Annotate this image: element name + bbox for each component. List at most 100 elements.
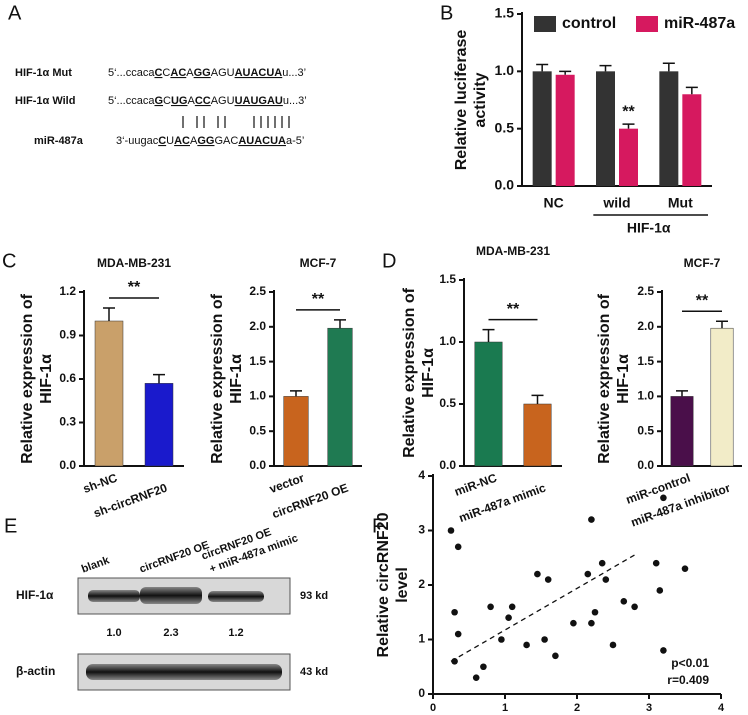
bar: [94, 320, 124, 467]
quantity: 2.3: [163, 627, 178, 639]
point: [480, 663, 487, 671]
y-tick-label: 0.5: [495, 119, 515, 135]
point: [570, 619, 577, 627]
quantity: 1.2: [228, 627, 243, 639]
sequence-segment: 3‘-uugac: [116, 135, 159, 147]
point: [544, 576, 552, 583]
y-tick-label: 1.0: [249, 389, 266, 403]
y-tick-label: 1.0: [637, 389, 654, 403]
row-label: miR-487a: [34, 135, 84, 147]
y-tick-label: 0.0: [59, 458, 76, 472]
bar: [532, 71, 552, 186]
error-bar: [536, 63, 549, 72]
row-label: HIF-1α: [16, 588, 54, 602]
point: [652, 559, 660, 567]
bar: [474, 341, 503, 467]
y-tick-label: 0.0: [249, 458, 266, 472]
sequence-segment: C: [158, 135, 166, 147]
y-tick-label: 2: [418, 577, 425, 591]
y-tick-label: 1.2: [59, 284, 76, 298]
y-axis-label: Relative expression of: [596, 293, 613, 464]
x-tick-label: sh-NC: [81, 471, 119, 496]
point: [541, 636, 548, 643]
y-tick-label: 2.0: [637, 319, 654, 333]
sequence: 5‘...ccacaGCUGACCAGUUAUGAUu...3’: [108, 95, 307, 107]
error-bar: [622, 123, 635, 129]
panel-label: A: [8, 2, 22, 24]
y-axis-label: HIF-1α: [228, 354, 245, 404]
y-axis-label: HIF-1α: [615, 354, 632, 404]
x-tick-label: Mut: [668, 195, 693, 211]
sequence-segment: G: [154, 95, 163, 107]
point: [454, 630, 462, 638]
chart-title: MCF-7: [684, 256, 721, 270]
point: [451, 658, 458, 665]
y-tick-label: 0.9: [59, 328, 76, 342]
sequence-segment: CC: [195, 95, 211, 107]
legend-swatch: [534, 16, 556, 32]
row-label: HIF-1α Wild: [15, 95, 75, 107]
sequence-segment: u...3’: [283, 95, 307, 107]
point: [472, 674, 480, 681]
error-bar: [676, 390, 688, 397]
error-bar: [685, 86, 698, 95]
y-tick-label: 0.5: [637, 423, 654, 437]
y-tick-label: 0.5: [249, 423, 266, 437]
y-tick-label: 2.5: [637, 284, 654, 298]
y-axis-label: HIF-1α: [420, 348, 437, 398]
point: [588, 516, 595, 523]
bar: [619, 128, 638, 186]
panel-label: E: [4, 515, 17, 537]
sequence-segment: AC: [170, 67, 186, 79]
point: [451, 608, 458, 616]
point: [498, 636, 505, 643]
x-tick-label: 4: [718, 702, 725, 714]
panel-label: D: [382, 250, 396, 272]
y-tick-label: 4: [418, 468, 425, 482]
sequence-segment: UAUGAU: [235, 95, 283, 107]
x-tick-label: vector: [267, 471, 306, 497]
significance: **: [312, 291, 325, 308]
sequence-segment: 5‘...ccaca: [108, 95, 155, 107]
legend-label: miR-487a: [664, 15, 735, 32]
error-bar: [482, 328, 495, 342]
y-axis-label: Relative luciferase: [453, 30, 470, 171]
chart-title: MDA-MB-231: [476, 244, 550, 258]
x-tick-label: 1: [502, 702, 508, 714]
y-tick-label: 1.5: [637, 354, 654, 368]
sequence-segment: GG: [197, 135, 214, 147]
x-tick-label: 0: [430, 702, 436, 714]
sequence-segment: AGU: [211, 67, 235, 79]
sequence: 3‘-uugacCUACAGGGACAUACUAa-5’: [116, 135, 304, 147]
annotation: r=0.409: [667, 673, 709, 687]
sequence-segment: U: [166, 135, 174, 147]
group-label: HIF-1α: [627, 220, 671, 236]
size-label: 43 kd: [300, 666, 328, 678]
point: [591, 608, 599, 616]
point: [609, 641, 617, 649]
bar: [555, 74, 575, 186]
y-tick-label: 1.0: [495, 62, 515, 78]
y-tick-label: 2.0: [249, 319, 266, 333]
significance: **: [622, 103, 635, 120]
point: [656, 587, 664, 594]
sequence-segment: AUACUA: [235, 67, 283, 79]
significance: **: [696, 292, 709, 309]
x-tick-label: 3: [646, 702, 652, 714]
point: [598, 559, 606, 567]
bar: [682, 94, 702, 186]
y-tick-label: 0.0: [439, 458, 456, 472]
quantity: 1.0: [106, 627, 121, 639]
point: [660, 494, 667, 502]
sequence-segment: u...3’: [282, 67, 306, 79]
y-axis-label: Relative expression of: [209, 293, 226, 464]
sequence-segment: A: [186, 67, 194, 79]
error-bar: [334, 319, 346, 329]
point: [588, 619, 595, 627]
y-tick-label: 1.0: [439, 334, 456, 348]
point: [487, 603, 494, 611]
error-bar: [290, 390, 302, 397]
significance: **: [507, 301, 520, 318]
row-label: β-actin: [16, 664, 55, 678]
y-tick-label: 0.5: [439, 396, 456, 410]
